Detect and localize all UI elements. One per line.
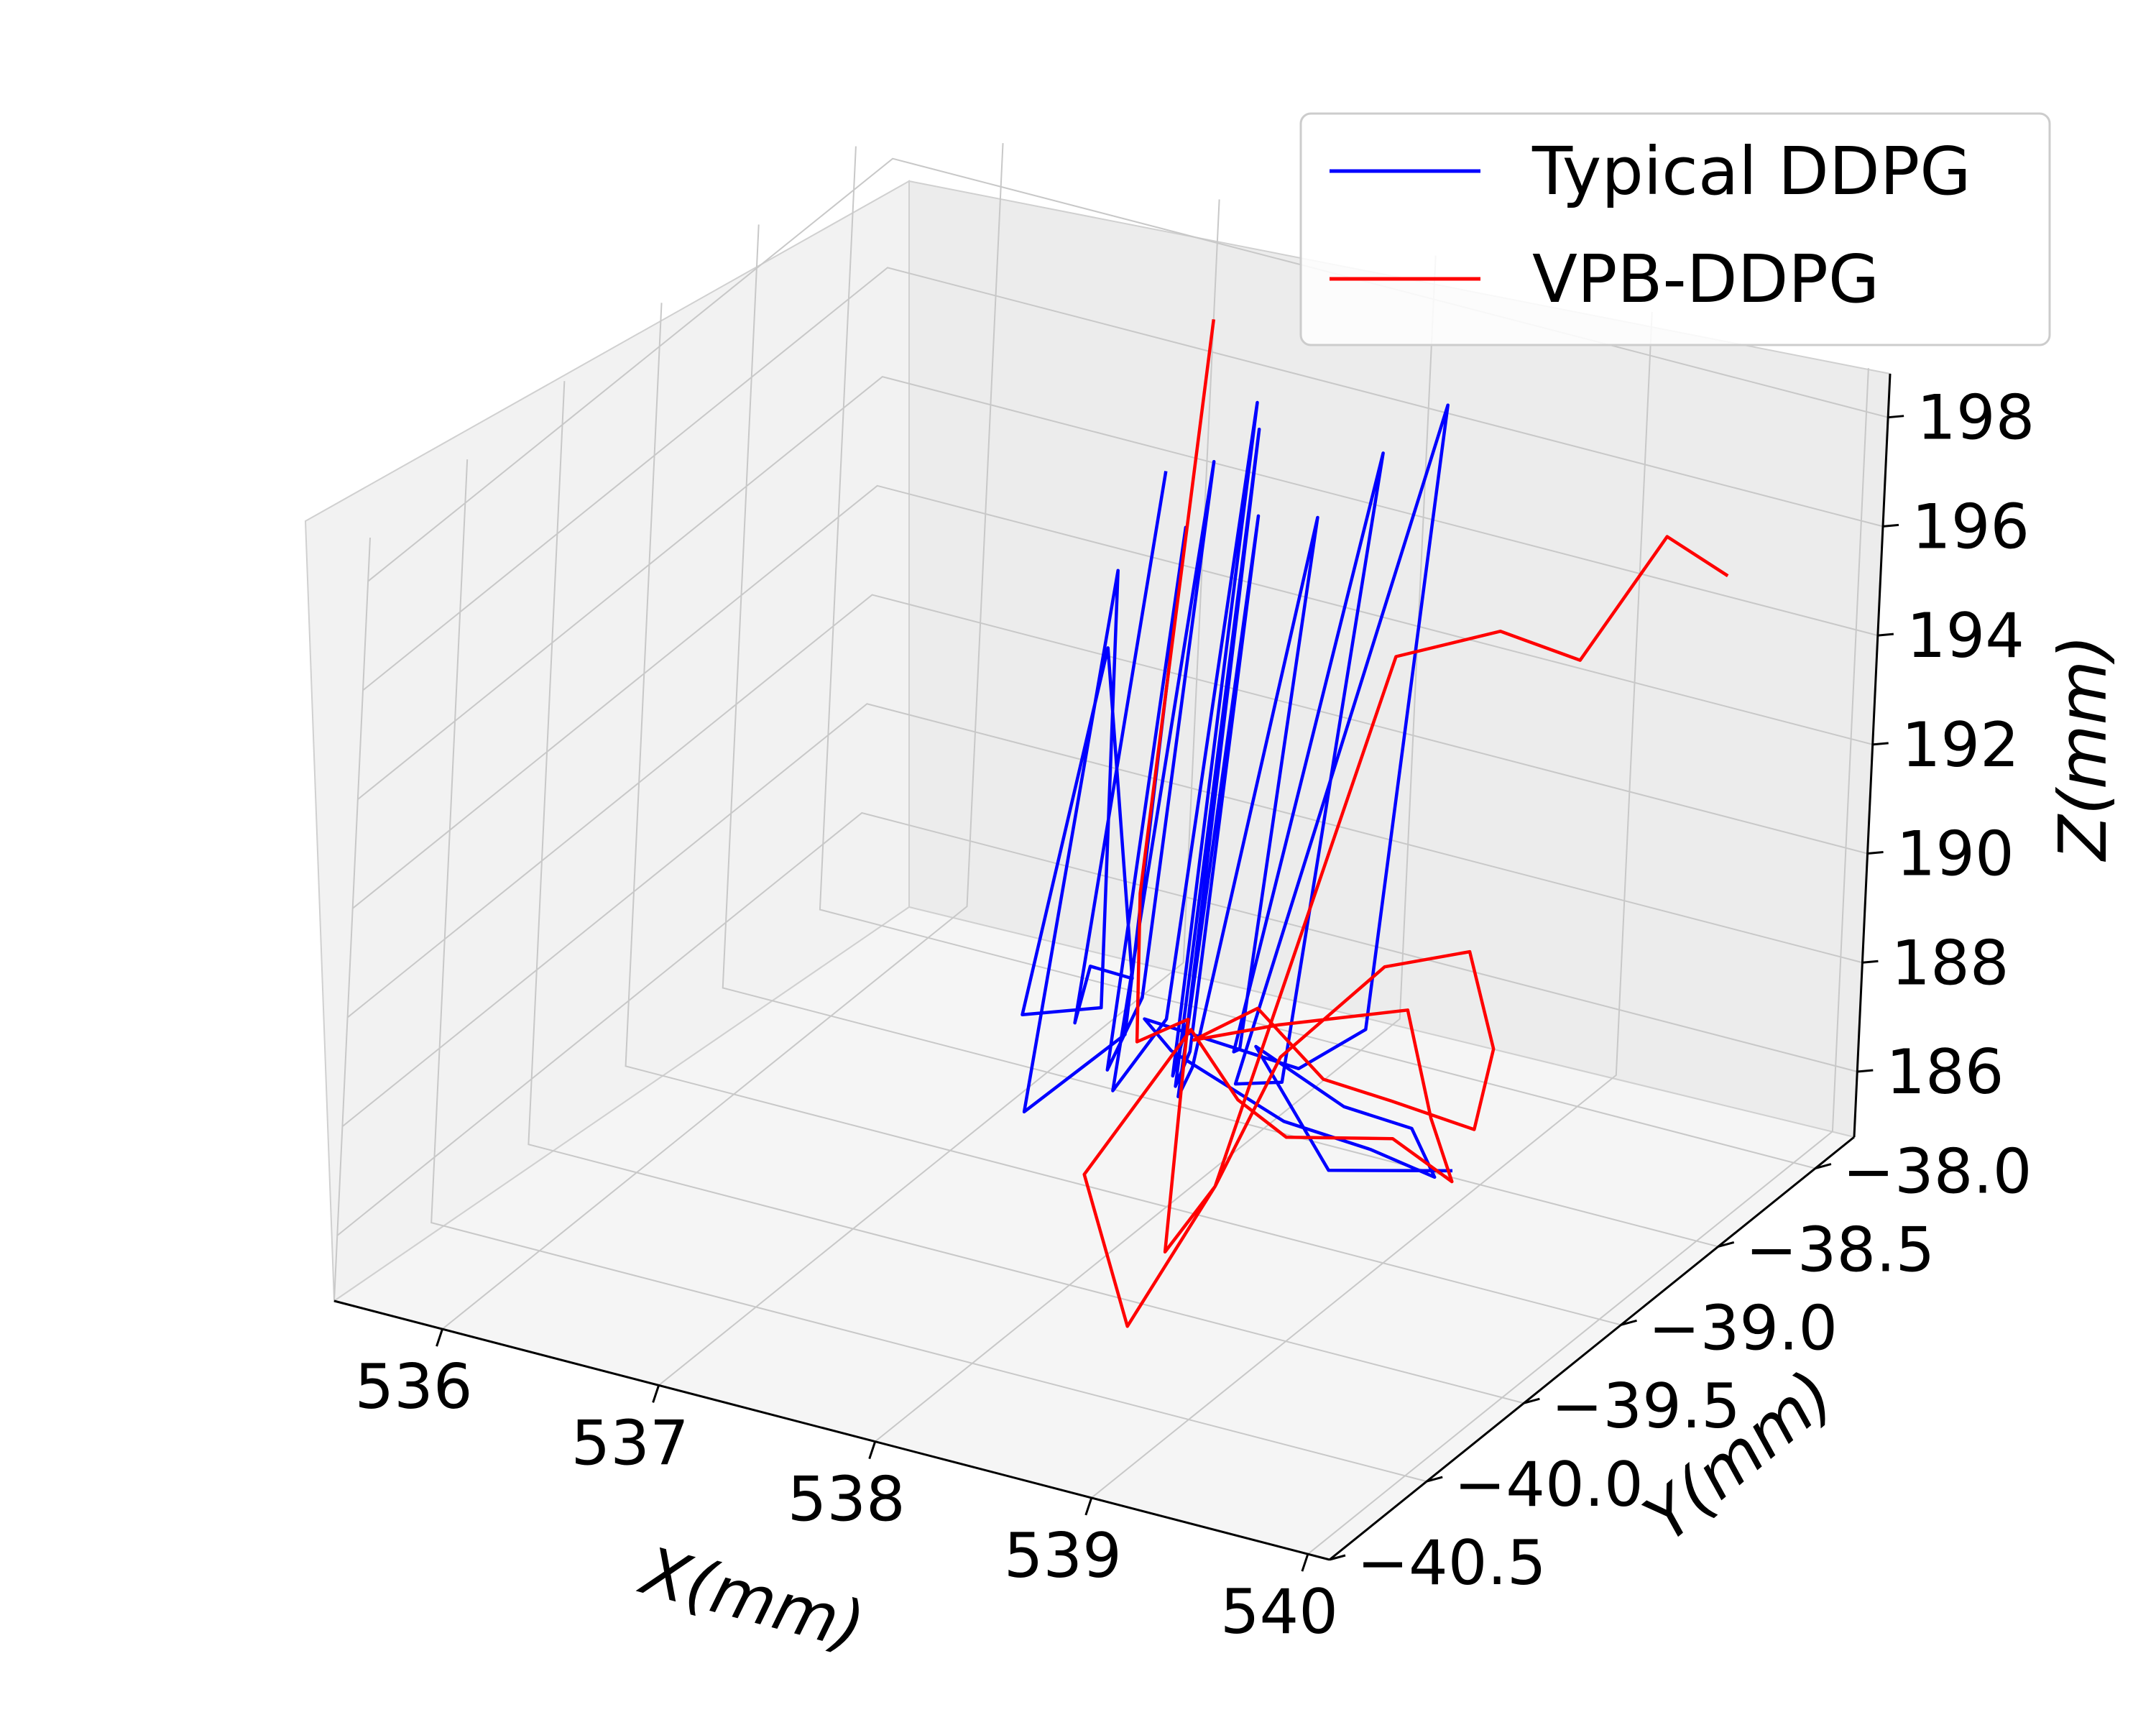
x-tick-mark	[1084, 1497, 1093, 1516]
trajectory-layer	[1021, 319, 1729, 1328]
y-tick-label: −39.0	[1649, 1292, 1838, 1364]
legend-label-vpb-ddpg: VPB-DDPG	[1532, 241, 1879, 318]
z-gridline	[336, 811, 1858, 1236]
z-tick-label: 196	[1912, 491, 2030, 563]
z-tick-label: 192	[1902, 709, 2019, 781]
y-axis-line	[1329, 1136, 1855, 1561]
series-line-typical-ddpg	[1021, 400, 1453, 1179]
legend-box	[1299, 112, 2051, 346]
z-gridline	[346, 594, 1868, 1018]
x-tick-label: 536	[354, 1351, 472, 1423]
legend: Typical DDPG VPB-DDPG	[1299, 112, 2051, 346]
x-axis-line	[333, 1300, 1330, 1561]
z-tick-mark	[1882, 523, 1899, 528]
z-tick-mark	[1872, 742, 1889, 746]
x-tick-label: 537	[571, 1407, 689, 1479]
z-tick-mark	[1867, 851, 1884, 855]
z-axis-label: Z(mm)	[2045, 635, 2122, 862]
y-tick-label: −40.5	[1357, 1527, 1547, 1599]
x-tick-mark	[652, 1384, 660, 1403]
y-tick-mark	[1329, 1554, 1346, 1561]
x-axis-label: X(mm)	[632, 1532, 872, 1665]
axis-ticks: 536 537 538 539 540 −40.5−40.0−39.5−39.0−38.5…	[354, 382, 2035, 1648]
y-tick-mark	[1815, 1163, 1832, 1170]
y-tick-mark	[1523, 1397, 1540, 1404]
x-tick-label: 539	[1004, 1520, 1122, 1592]
x-tick-mark	[868, 1441, 877, 1460]
y-gridline	[625, 303, 1621, 1326]
x-gridline	[1091, 311, 1653, 1499]
y-tick-label: −40.0	[1454, 1449, 1644, 1521]
x-gridline	[441, 143, 1004, 1330]
y-tick-label: −38.0	[1843, 1136, 2032, 1208]
x-tick-mark	[436, 1328, 443, 1347]
x-gridline	[1307, 368, 1869, 1555]
legend-label-typical-ddpg: Typical DDPG	[1531, 133, 1971, 210]
z-gridline	[352, 484, 1873, 909]
z-tick-label: 186	[1886, 1036, 2004, 1108]
y-gridline	[819, 146, 1816, 1169]
z-tick-mark	[1862, 960, 1879, 964]
z-gridline	[357, 376, 1879, 800]
y-tick-mark	[1621, 1319, 1637, 1326]
x-gridline	[875, 255, 1437, 1443]
x-tick-label: 538	[788, 1464, 906, 1536]
x-tick-mark	[1301, 1553, 1309, 1572]
z-gridline	[362, 267, 1884, 691]
y-tick-label: −38.5	[1746, 1214, 1935, 1286]
z-gridline	[341, 703, 1863, 1128]
z-tick-mark	[1857, 1069, 1874, 1073]
y-gridline	[722, 224, 1718, 1248]
grid-lines	[333, 143, 1889, 1560]
y-tick-mark	[1718, 1241, 1735, 1248]
x-gridline	[658, 199, 1220, 1386]
y-gridline	[528, 381, 1524, 1404]
y-gridline	[430, 459, 1427, 1483]
series-line-vpb-ddpg	[1082, 319, 1729, 1328]
z-tick-label: 188	[1891, 927, 2009, 999]
z-tick-mark	[1888, 415, 1904, 419]
z-tick-label: 194	[1907, 600, 2024, 672]
y-tick-mark	[1426, 1476, 1443, 1483]
z-tick-mark	[1877, 632, 1894, 637]
z-axis-line	[1853, 373, 1892, 1138]
y-tick-label: −39.5	[1551, 1371, 1741, 1443]
z-tick-label: 190	[1897, 819, 2014, 891]
z-tick-label: 198	[1917, 382, 2035, 454]
x-tick-label: 540	[1220, 1576, 1338, 1648]
